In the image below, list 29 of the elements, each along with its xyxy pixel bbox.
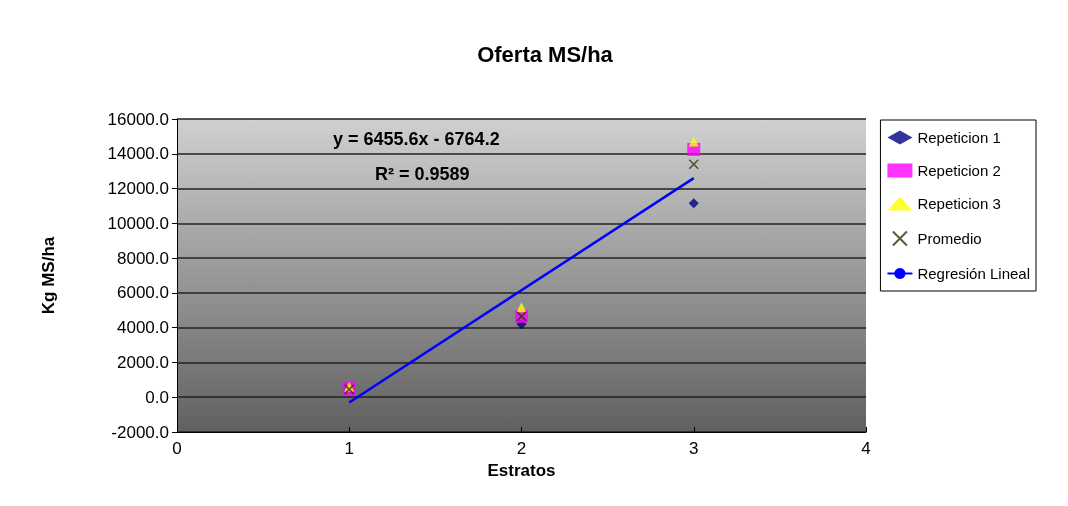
- point: [516, 302, 527, 313]
- x-axis-title: Estratos: [487, 461, 556, 480]
- y-tick-label: 6000.0: [117, 283, 169, 303]
- y-tick-label: 0.0: [145, 387, 169, 407]
- y-tick-label: 14000.0: [107, 144, 169, 164]
- y-tick-label: 8000.0: [117, 248, 169, 268]
- legend-label: Repeticion 1: [917, 129, 1001, 146]
- y-tick-label: 10000.0: [107, 213, 169, 233]
- y-tick-label: 4000.0: [117, 318, 169, 338]
- legend-label: Repeticion 2: [917, 162, 1001, 179]
- y-tick-label: 12000.0: [107, 179, 169, 199]
- x-tick-label: 1: [344, 439, 354, 458]
- x-tick-label: 2: [516, 439, 527, 458]
- legend-label: Repeticion 3: [917, 195, 1001, 212]
- y-tick-label: 16000.0: [107, 109, 169, 129]
- x-tick-label: 3: [689, 439, 699, 458]
- point: [688, 136, 699, 147]
- x-tick-label: 4: [861, 439, 871, 458]
- y-tick-label: -2000.0: [111, 422, 169, 442]
- point: [688, 158, 699, 170]
- point: [688, 198, 699, 209]
- chart-title: Oferta MS/ha: [477, 41, 614, 67]
- x-tick-label: 0: [172, 439, 182, 458]
- annotation: R² = 0.9589: [375, 164, 470, 184]
- y-tick-label: 2000.0: [117, 352, 169, 372]
- legend-label: Regresión Lineal: [917, 265, 1030, 282]
- y-axis-title: Kg MS/ha: [39, 236, 58, 315]
- legend-label: Promedio: [917, 230, 982, 247]
- annotation: y = 6455.6x - 6764.2: [333, 129, 500, 149]
